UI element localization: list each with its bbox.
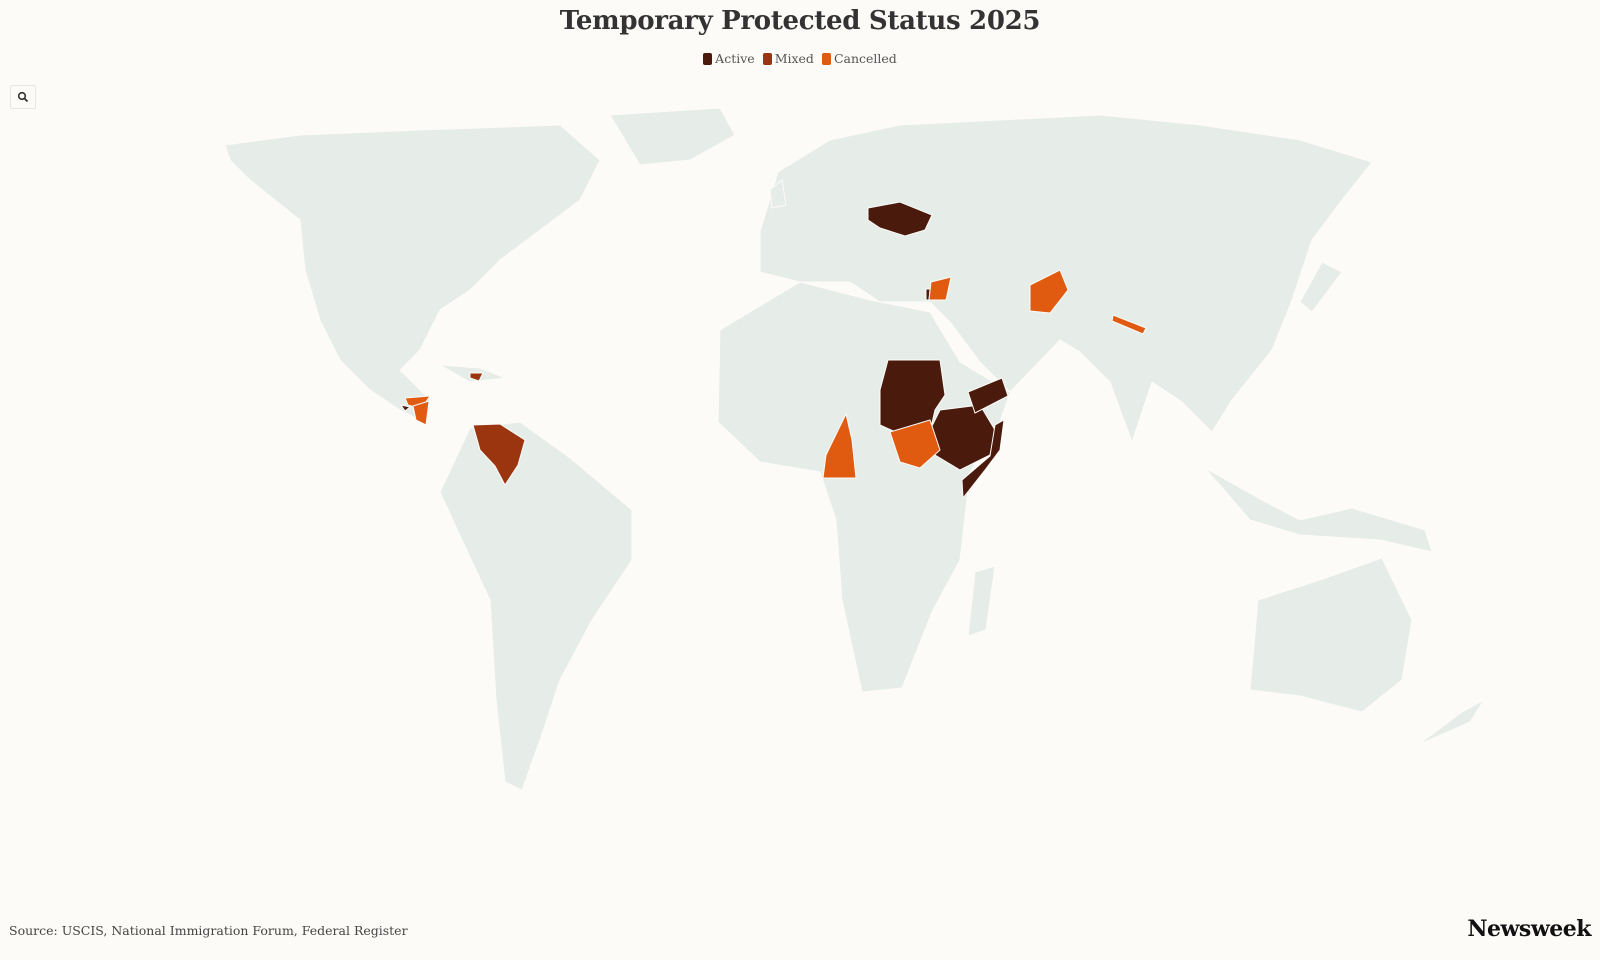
region-haiti[interactable] — [469, 372, 484, 382]
eurasia — [759, 114, 1373, 444]
region-afghanistan[interactable] — [1029, 269, 1069, 314]
legend-swatch-cancelled — [821, 52, 831, 65]
zoom-button[interactable] — [10, 85, 36, 109]
search-icon — [17, 91, 29, 103]
north-america — [224, 124, 601, 421]
region-ukraine[interactable] — [867, 201, 933, 237]
legend-item-active[interactable]: Active — [703, 51, 755, 66]
legend-label-cancelled: Cancelled — [833, 51, 897, 66]
region-somalia[interactable] — [961, 419, 1005, 500]
region-el-salvador[interactable] — [399, 404, 412, 412]
legend-item-cancelled[interactable]: Cancelled — [821, 51, 897, 66]
new-zealand — [1417, 699, 1485, 746]
region-nepal[interactable] — [1111, 314, 1147, 335]
madagascar — [967, 565, 996, 637]
highlight-layer — [399, 201, 1147, 500]
chart-title: Temporary Protected Status 2025 — [559, 6, 1041, 36]
legend-swatch-active — [703, 52, 713, 65]
region-south-sudan[interactable] — [889, 419, 941, 469]
japan — [1299, 261, 1343, 313]
australia — [1249, 557, 1413, 713]
south-america — [439, 421, 633, 791]
source-note: Source: USCIS, National Immigration Foru… — [9, 923, 408, 938]
legend-item-mixed[interactable]: Mixed — [762, 51, 814, 66]
greenland — [609, 107, 736, 166]
region-nicaragua[interactable] — [412, 400, 430, 426]
region-cameroon[interactable] — [822, 412, 857, 479]
region-yemen[interactable] — [967, 377, 1009, 414]
region-syria[interactable] — [928, 276, 952, 301]
southeast-asia-islands — [1204, 467, 1433, 553]
uk — [769, 179, 787, 209]
land-layer — [224, 107, 1485, 791]
legend-swatch-mixed — [762, 52, 772, 65]
legend-label-mixed: Mixed — [774, 51, 814, 66]
region-venezuela[interactable] — [472, 423, 526, 486]
legend-label-active: Active — [715, 51, 755, 66]
legend: Active Mixed Cancelled — [0, 51, 1600, 66]
newsweek-logo: Newsweek — [1467, 916, 1591, 942]
